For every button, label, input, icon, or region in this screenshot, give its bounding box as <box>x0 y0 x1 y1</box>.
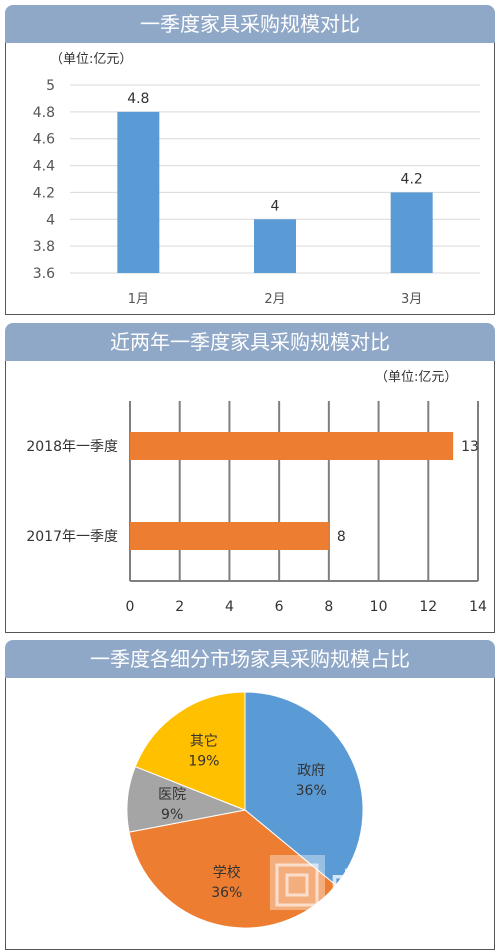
pie-slice <box>128 809 337 929</box>
watermark-logo: 中国 <box>270 855 398 910</box>
slice-percent-label: 19% <box>188 753 219 769</box>
watermark-text: 中国 <box>330 867 398 907</box>
bar <box>254 219 296 273</box>
pie-slice <box>134 691 246 811</box>
y-tick-label: 3.6 <box>33 266 55 282</box>
slice-label: 医院 <box>158 787 186 803</box>
slice-percent-label: 36% <box>211 885 242 901</box>
data-label: 4.8 <box>127 91 149 107</box>
hbar-chart-yearly: （单位:亿元） 0 2 4 6 8 10 12 14 2018年一季度 2017年一季度 13 8 <box>26 370 487 615</box>
bar <box>130 522 329 550</box>
slice-label: 其它 <box>190 732 218 749</box>
data-label: 4 <box>271 198 280 214</box>
slice-label: 政府 <box>297 763 325 779</box>
x-tick-label: 3月 <box>401 292 422 307</box>
x-tick-label: 4 <box>225 599 234 615</box>
x-tick-label: 0 <box>126 599 135 615</box>
y-tick-label: 5 <box>46 78 55 94</box>
y-tick-label: 4.8 <box>33 105 55 121</box>
bar <box>130 432 454 460</box>
y-tick-label: 2018年一季度 <box>26 439 118 455</box>
pie-slice <box>244 691 364 886</box>
panel-monthly: 一季度家具采购规模对比 （单位:亿元） 3.6 3.8 4 4.2 4.4 4.6 4.8 5… <box>5 5 495 315</box>
y-tick-label: 2017年一季度 <box>26 529 118 545</box>
x-tick-label: 12 <box>419 599 437 615</box>
pie-chart-segments: 政府 36% 学校 36% 医院 9% 其它 19% 中国 <box>126 691 398 929</box>
slice-label: 学校 <box>213 864 241 881</box>
y-tick-label: 3.8 <box>33 239 55 255</box>
unit-label: （单位:亿元） <box>375 370 457 385</box>
bar-chart-monthly: （单位:亿元） 3.6 3.8 4 4.2 4.4 4.6 4.8 5 1月 2月 3月 4.8 4… <box>33 52 480 307</box>
x-tick-label: 14 <box>469 599 487 615</box>
x-tick-label: 10 <box>370 599 388 615</box>
chart-title-yearly: 近两年一季度家具采购规模对比 <box>5 323 495 361</box>
bar <box>390 192 433 273</box>
y-tick-label: 4.2 <box>33 185 55 201</box>
x-tick-label: 2月 <box>264 292 285 307</box>
panel-yearly: 近两年一季度家具采购规模对比 （单位:亿元） 0 2 4 6 8 10 12 14 2018年… <box>5 323 495 633</box>
y-tick-label: 4.6 <box>33 132 55 148</box>
panel-segments: 一季度各细分市场家具采购规模占比 政府 36% 学校 36% 医院 9% 其它 19% 中国 <box>5 640 495 950</box>
unit-label: （单位:亿元） <box>50 52 132 67</box>
chart-title-monthly: 一季度家具采购规模对比 <box>5 5 495 43</box>
data-label: 8 <box>337 529 346 545</box>
x-tick-label: 8 <box>324 599 333 615</box>
slice-percent-label: 36% <box>296 783 327 799</box>
data-label: 4.2 <box>401 171 423 187</box>
bar <box>117 111 160 273</box>
y-tick-label: 4.4 <box>33 159 55 175</box>
x-tick-label: 6 <box>275 599 284 615</box>
slice-percent-label: 9% <box>161 807 183 823</box>
chart-title-segments: 一季度各细分市场家具采购规模占比 <box>5 640 495 678</box>
y-tick-label: 4 <box>46 212 55 228</box>
x-tick-label: 1月 <box>128 292 149 307</box>
x-tick-label: 2 <box>175 599 184 615</box>
data-label: 13 <box>461 439 479 455</box>
